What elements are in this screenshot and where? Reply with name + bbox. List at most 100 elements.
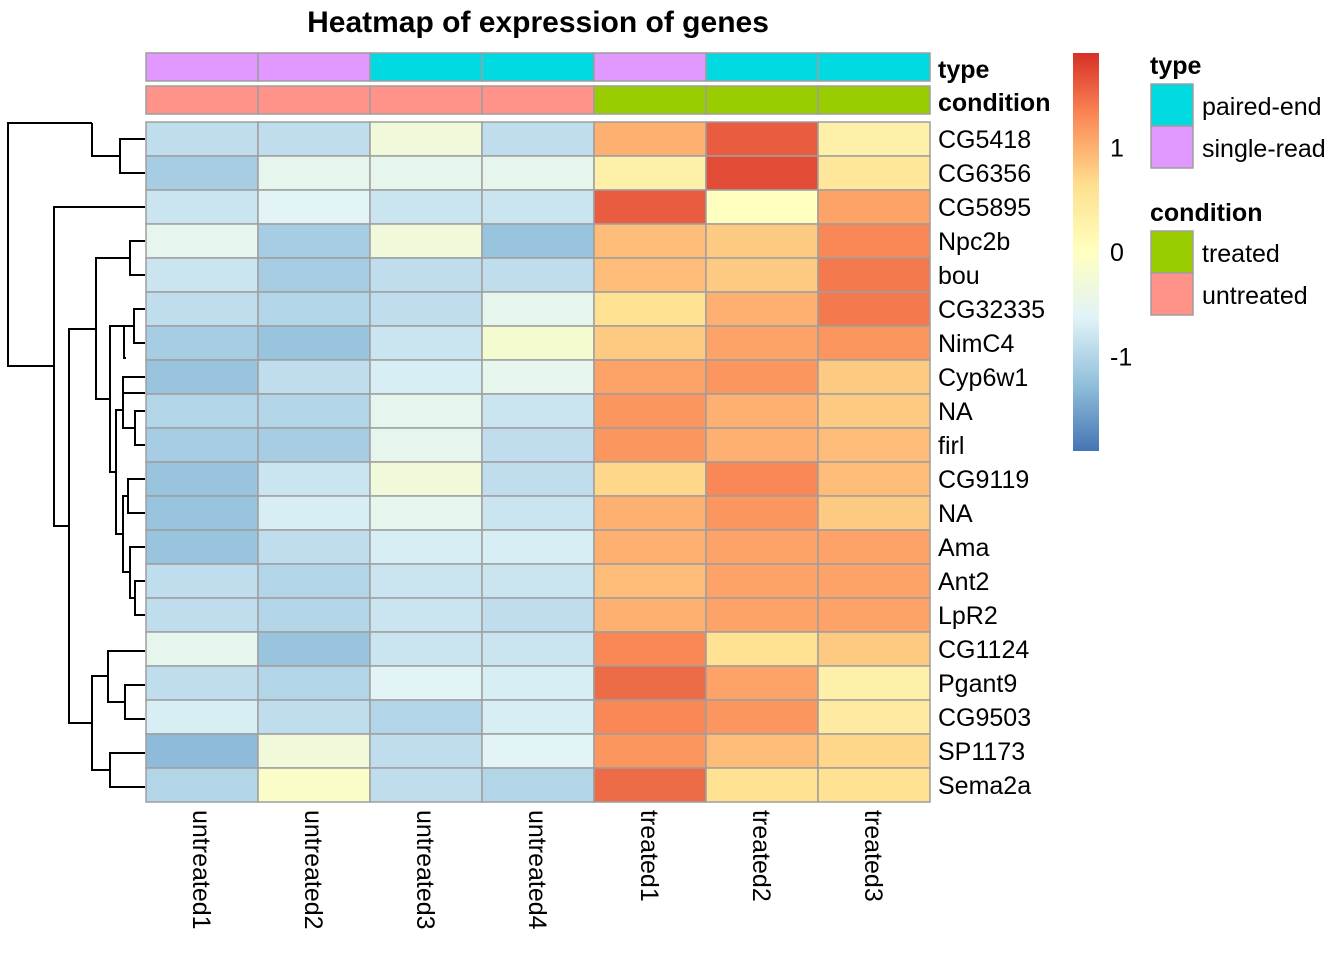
heatmap-cell — [481, 767, 595, 803]
dendrogram-branch — [107, 650, 145, 703]
dendrogram-branch — [91, 123, 120, 157]
heatmap-cell — [145, 155, 259, 191]
heatmap-cell — [593, 393, 707, 429]
legend-title: type — [1150, 52, 1202, 80]
annotation-tracks: type condition — [145, 52, 1050, 117]
heatmap-cell — [481, 699, 595, 735]
heatmap-cell — [369, 597, 483, 633]
legend-title: condition — [1150, 199, 1262, 227]
heatmap-cell — [481, 155, 595, 191]
heatmap-cell — [817, 495, 931, 531]
column-label: treated1 — [635, 810, 663, 902]
heatmap-cell — [705, 189, 819, 225]
heatmap-cell — [257, 665, 371, 701]
row-label: Ama — [938, 534, 990, 562]
annotation-track-label: type — [938, 56, 990, 84]
heatmap-cell — [817, 733, 931, 769]
row-label: Pgant9 — [938, 670, 1017, 698]
heatmap-cell — [705, 155, 819, 191]
heatmap-cell — [369, 291, 483, 327]
heatmap-cell — [369, 155, 483, 191]
heatmap-cell — [593, 597, 707, 633]
heatmap-cell — [817, 121, 931, 157]
heatmap-cell — [593, 767, 707, 803]
heatmap-cell — [593, 359, 707, 395]
heatmap-cell — [705, 325, 819, 361]
heatmap-cell — [369, 257, 483, 293]
heatmap-cell — [593, 733, 707, 769]
heatmap-cell — [481, 223, 595, 259]
dendrogram-branch — [122, 376, 145, 393]
heatmap-cell — [145, 291, 259, 327]
heatmap-cell — [369, 733, 483, 769]
heatmap-cell — [481, 291, 595, 327]
heatmap-cell — [817, 291, 931, 327]
heatmap-cell — [481, 393, 595, 429]
colorbar-tick-label: 1 — [1110, 134, 1124, 162]
heatmap-cell — [145, 461, 259, 497]
heatmap-cell — [593, 461, 707, 497]
dendrogram-branch — [115, 409, 123, 535]
colorbar-gradient-bar — [1073, 53, 1099, 451]
row-label: CG1124 — [938, 636, 1029, 664]
annotation-cell-condition — [817, 85, 931, 115]
heatmap-cell — [817, 359, 931, 395]
row-label: CG9119 — [938, 466, 1029, 494]
row-label: SP1173 — [938, 738, 1025, 766]
heatmap-cell — [593, 427, 707, 463]
heatmap-cell — [705, 767, 819, 803]
row-label: Cyp6w1 — [938, 364, 1028, 392]
heatmap-cell — [257, 257, 371, 293]
heatmap-cell — [145, 767, 259, 803]
heatmap-cell — [369, 563, 483, 599]
legend-swatch — [1150, 125, 1194, 169]
heatmap-cell — [257, 393, 371, 429]
heatmap-cell — [481, 359, 595, 395]
heatmap-cell — [369, 699, 483, 735]
heatmap-cell — [481, 631, 595, 667]
heatmap-cell — [817, 257, 931, 293]
heatmap-cell — [257, 461, 371, 497]
dendrogram-branch — [109, 752, 145, 788]
heatmap-cell — [817, 563, 931, 599]
heatmap-cell — [817, 393, 931, 429]
heatmap-cell — [705, 427, 819, 463]
heatmap-cell — [481, 461, 595, 497]
dendrogram-branch — [129, 240, 145, 276]
annotation-cell-condition — [481, 85, 595, 115]
heatmap-cell — [705, 631, 819, 667]
heatmap-cell — [593, 495, 707, 531]
colorbar-tick-label: -1 — [1110, 344, 1132, 372]
dendrogram-branch — [68, 328, 96, 724]
heatmap-cell — [369, 189, 483, 225]
heatmap-cell — [145, 495, 259, 531]
annotation-cell-condition — [369, 85, 483, 115]
heatmap-cell — [817, 427, 931, 463]
heatmap-cell — [145, 121, 259, 157]
annotation-track-label: condition — [938, 89, 1050, 117]
annotation-cell-condition — [145, 85, 259, 115]
row-label: CG5895 — [938, 194, 1031, 222]
heatmap-cell — [593, 665, 707, 701]
heatmap-cell — [593, 257, 707, 293]
row-label: firl — [938, 432, 964, 460]
annotation-cell-condition — [593, 85, 707, 115]
dendrogram-branch — [7, 122, 92, 367]
heatmap-cell — [593, 291, 707, 327]
heatmap-cell — [257, 189, 371, 225]
heatmap-cell — [145, 325, 259, 361]
heatmap-cell — [145, 529, 259, 565]
annotation-cell-condition — [705, 85, 819, 115]
heatmap-cell — [481, 257, 595, 293]
heatmap-cell — [257, 223, 371, 259]
colorbar: 1 0 -1 — [1073, 53, 1132, 451]
annotation-cell-condition — [257, 85, 371, 115]
heatmap-cell — [817, 597, 931, 633]
column-label: untreated1 — [187, 810, 215, 930]
column-label: treated2 — [747, 810, 775, 902]
heatmap-cell — [257, 529, 371, 565]
row-label: NA — [938, 398, 973, 426]
heatmap-cell — [369, 427, 483, 463]
column-label: untreated3 — [411, 810, 439, 930]
heatmap-cell — [705, 223, 819, 259]
